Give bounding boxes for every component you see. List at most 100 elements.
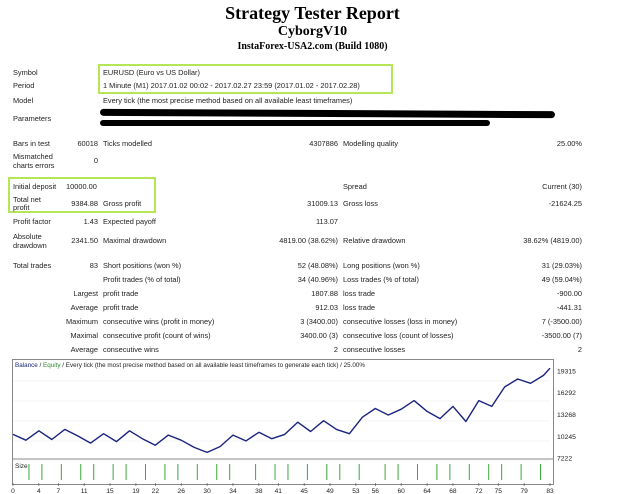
spread-label: Spread	[343, 182, 367, 191]
deposit-label: Initial deposit	[13, 182, 57, 191]
pt-label: Profit trades (% of total)	[103, 275, 181, 284]
maxdd-value: 4819.00 (38.62%)	[279, 236, 338, 245]
x-tick-label: 7	[56, 488, 60, 494]
avg-pt-label: profit trade	[103, 303, 139, 312]
max-cw-value: 3 (3400.00)	[300, 317, 338, 326]
y-tick-label: 7222	[557, 456, 572, 463]
x-tick-label: 26	[178, 488, 186, 494]
x-tick-label: 41	[275, 488, 283, 494]
size-label: Size	[15, 463, 28, 470]
x-tick-label: 75	[495, 488, 503, 494]
chart-legend: Balance / Equity / Every tick (the most …	[15, 362, 366, 369]
avg-cw-value: 2	[333, 345, 338, 354]
avg-lt-label: loss trade	[343, 303, 376, 312]
x-tick-label: 11	[81, 488, 88, 494]
grossloss-value: -21624.25	[548, 199, 582, 208]
symbol-period-highlight	[98, 64, 393, 94]
x-tick-label: 72	[475, 488, 483, 494]
lt-value: 49 (59.04%)	[541, 275, 582, 284]
pt-value: 34 (40.96%)	[297, 275, 338, 284]
mismatch-value: 0	[93, 156, 98, 165]
avg-cl-value: 2	[577, 345, 582, 354]
trades-value: 83	[89, 261, 98, 270]
deposit-profit-highlight	[8, 177, 156, 213]
x-tick-label: 79	[520, 488, 528, 494]
y-tick-label: 13268	[557, 412, 576, 419]
short-label: Short positions (won %)	[103, 261, 182, 270]
report-title: Strategy Tester Report	[225, 3, 400, 23]
absdd-label-2: drawdown	[13, 241, 47, 250]
period-value: 1 Minute (M1) 2017.01.02 00:02 - 2017.02…	[103, 81, 360, 90]
reldd-label: Relative drawdown	[343, 236, 406, 245]
avg-pt-value: 912.03	[315, 303, 338, 312]
mx-cl-value: -3500.00 (7)	[541, 331, 582, 340]
netprofit-value: 9384.88	[71, 199, 98, 208]
x-tick-label: 83	[546, 488, 554, 494]
ep-value: 113.07	[315, 217, 338, 226]
mx-cl-label: consecutive loss (count of losses)	[343, 331, 454, 340]
maximal-label: Maximal	[70, 331, 98, 340]
max-cl-value: 7 (-3500.00)	[541, 317, 582, 326]
quality-label: Modelling quality	[343, 139, 399, 148]
x-tick-label: 68	[449, 488, 457, 494]
model-label: Model	[13, 96, 34, 105]
mx-cp-label: consecutive profit (count of wins)	[103, 331, 211, 340]
x-tick-label: 60	[398, 488, 406, 494]
maxdd-label: Maximal drawdown	[103, 236, 167, 245]
grossloss-label: Gross loss	[343, 199, 378, 208]
x-tick-label: 49	[326, 488, 334, 494]
parameters-label: Parameters	[13, 114, 52, 123]
x-tick-label: 30	[203, 488, 211, 494]
deposit-value: 10000.00	[66, 182, 97, 191]
max-cl-label: consecutive losses (loss in money)	[343, 317, 458, 326]
ticks-label: Ticks modelled	[103, 139, 153, 148]
absdd-value: 2341.50	[71, 236, 98, 245]
average2-label: Average	[70, 345, 98, 354]
x-tick-label: 15	[106, 488, 114, 494]
x-tick-label: 4	[37, 488, 41, 494]
grossprofit-value: 31009.13	[307, 199, 338, 208]
largest-label: Largest	[73, 289, 98, 298]
x-tick-label: 34	[229, 488, 237, 494]
avg-cw-label: consecutive wins	[103, 345, 159, 354]
pf-label: Profit factor	[13, 217, 51, 226]
bars-value: 60018	[77, 139, 98, 148]
quality-value: 25.00%	[556, 139, 582, 148]
x-tick-label: 64	[423, 488, 431, 494]
avg-lt-value: -441.31	[556, 303, 582, 312]
y-tick-label: 19315	[557, 369, 576, 376]
average-label: Average	[70, 303, 98, 312]
mismatch-label-1: Mismatched	[13, 152, 53, 161]
server-build: InstaForex-USA2.com (Build 1080)	[237, 41, 388, 52]
pf-value: 1.43	[83, 217, 98, 226]
y-tick-label: 16292	[557, 390, 576, 397]
trades-label: Total trades	[13, 261, 52, 270]
parameters-redaction-2	[100, 120, 490, 126]
largest-lt-value: -900.00	[556, 289, 582, 298]
mx-cp-value: 3400.00 (3)	[300, 331, 338, 340]
x-tick-label: 0	[11, 488, 15, 494]
long-value: 31 (29.03%)	[541, 261, 582, 270]
max-cw-label: consecutive wins (profit in money)	[103, 317, 215, 326]
symbol-label: Symbol	[13, 68, 38, 77]
largest-lt-label: loss trade	[343, 289, 376, 298]
grossprofit-label: Gross profit	[103, 199, 142, 208]
ticks-value: 4307886	[309, 139, 338, 148]
y-tick-label: 10245	[557, 434, 576, 441]
netprofit-label-2: profit	[13, 203, 30, 212]
x-tick-label: 45	[300, 488, 308, 494]
ea-name: CyborgV10	[277, 24, 348, 39]
maximum-label: Maximum	[65, 317, 98, 326]
balance-chart-frame	[12, 359, 554, 485]
largest-pt-label: profit trade	[103, 289, 139, 298]
legend-balance: Balance	[15, 362, 38, 369]
symbol-value: EURUSD (Euro vs US Dollar)	[103, 68, 200, 77]
ep-label: Expected payoff	[103, 217, 156, 226]
netprofit-label-1: Total net	[13, 195, 41, 204]
x-tick-label: 53	[352, 488, 360, 494]
parameters-redaction	[99, 108, 556, 119]
short-value: 52 (48.08%)	[297, 261, 338, 270]
x-tick-label: 22	[152, 488, 160, 494]
avg-cl-label: consecutive losses	[343, 345, 406, 354]
x-tick-label: 56	[372, 488, 380, 494]
